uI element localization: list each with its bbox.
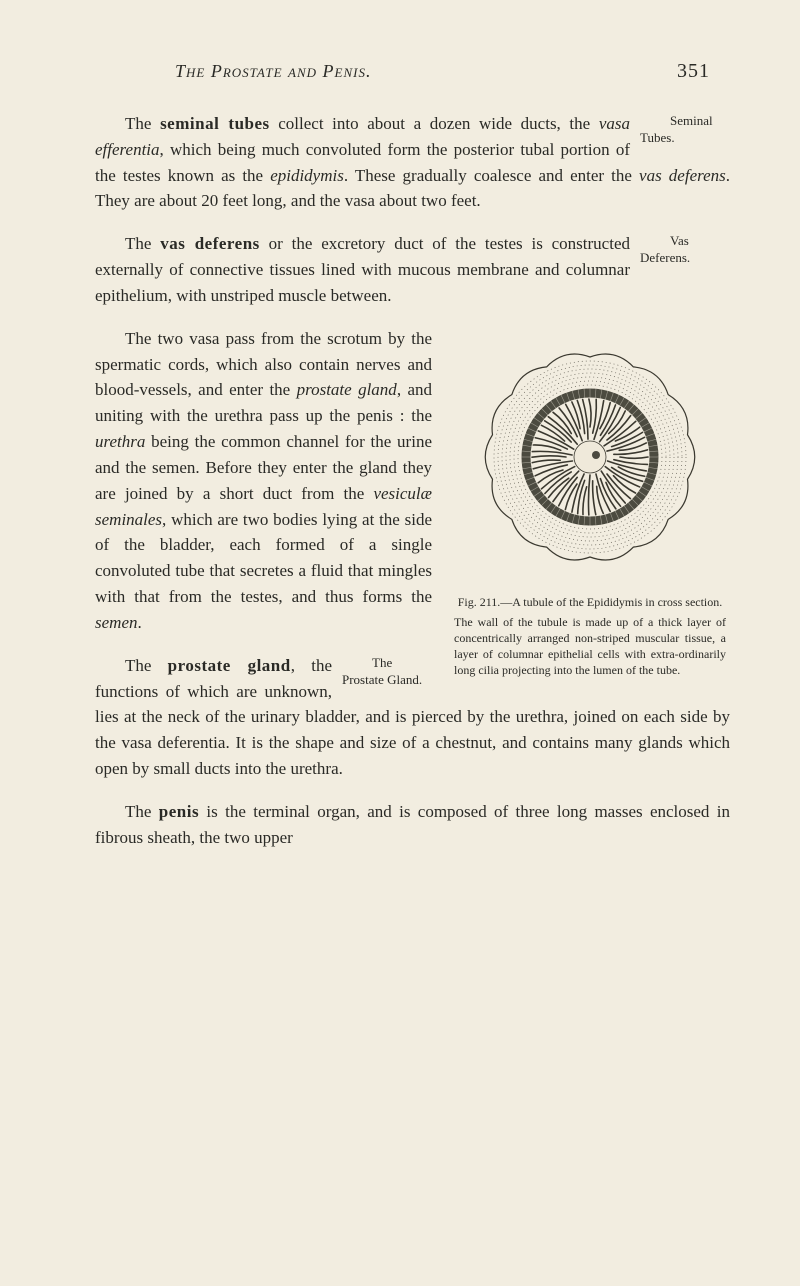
figure-caption-title: Fig. 211.—A tubule of the Epididymis in … xyxy=(450,594,730,610)
term-semen: semen xyxy=(95,613,137,632)
term-urethra: urethra xyxy=(95,432,145,451)
term-vas-deferens-i: vas deferens xyxy=(639,166,726,185)
tubule-cross-section-icon xyxy=(465,332,715,582)
figure-211: Fig. 211.—A tubule of the Epididymis in … xyxy=(450,332,730,679)
text: The xyxy=(125,656,168,675)
term-epididymis: epididymis xyxy=(270,166,344,185)
term-penis: penis xyxy=(159,802,199,821)
text: The xyxy=(125,114,160,133)
term-seminal-tubes: seminal tubes xyxy=(160,114,270,133)
term-prostate-gland: prostate gland xyxy=(168,656,291,675)
running-title: The Prostate and Penis. xyxy=(175,61,372,82)
term-prostate-gland-i: prostate gland xyxy=(297,380,397,399)
term-vas-deferens: vas deferens xyxy=(160,234,260,253)
page-header: The Prostate and Penis. 351 xyxy=(95,60,730,83)
text: The xyxy=(125,802,159,821)
page-number: 351 xyxy=(677,60,710,83)
text: collect into about a dozen wide ducts, t… xyxy=(270,114,599,133)
paragraph-seminal-tubes: Seminal Tubes. The seminal tubes collect… xyxy=(95,111,730,214)
paragraph-vas-deferens: Vas Deferens. The vas deferens or the ex… xyxy=(95,231,730,308)
margin-note-seminal: Seminal Tubes. xyxy=(640,111,730,147)
margin-note-vas-deferens: Vas Deferens. xyxy=(640,231,730,267)
body-text: Seminal Tubes. The seminal tubes collect… xyxy=(95,111,730,868)
text: . xyxy=(137,613,141,632)
margin-note-prostate: The Prostate Gland. xyxy=(342,653,432,689)
figure-caption-body: The wall of the tubule is made up of a t… xyxy=(450,614,730,679)
paragraph-penis: The penis is the terminal organ, and is … xyxy=(95,799,730,851)
text: . These gradually coalesce and enter the xyxy=(344,166,639,185)
page-container: The Prostate and Penis. 351 Seminal Tube… xyxy=(0,0,800,908)
text: The xyxy=(125,234,160,253)
